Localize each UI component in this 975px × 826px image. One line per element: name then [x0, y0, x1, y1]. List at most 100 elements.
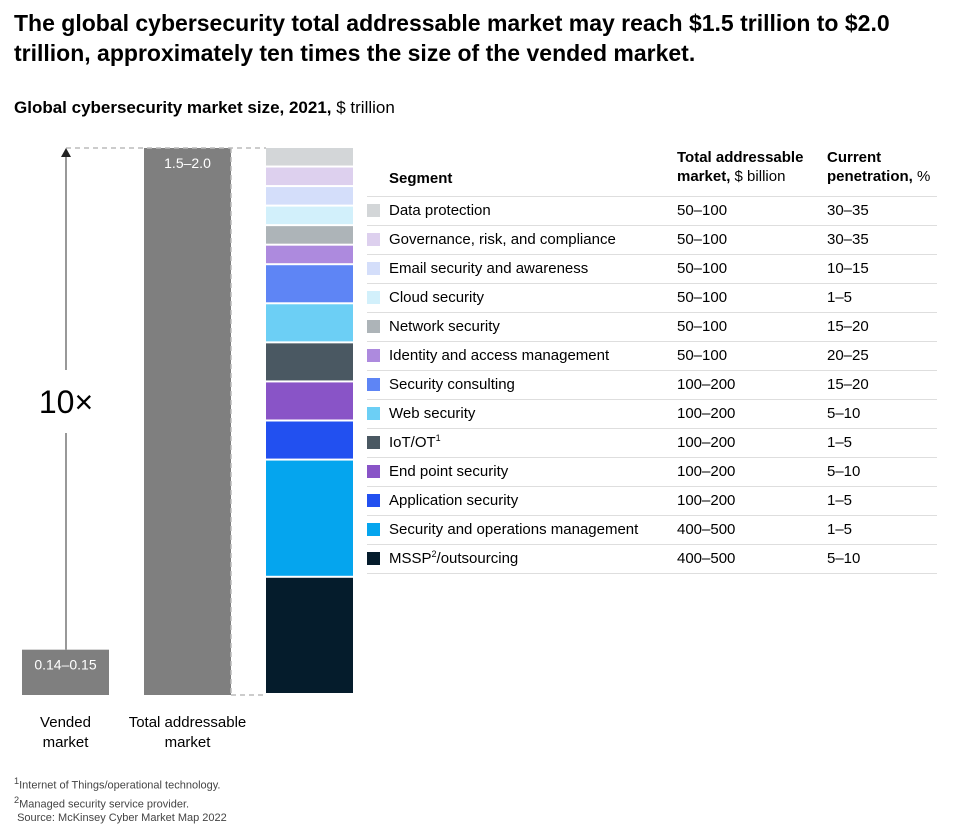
stack-segment-2 — [266, 167, 353, 186]
footnote-1: 1Internet of Things/operational technolo… — [14, 776, 221, 792]
category-label-tam-line1: Total addressable — [129, 714, 247, 731]
table-row: Data protection 50–100 30–35 — [367, 196, 937, 225]
stack-segment-6 — [266, 245, 353, 264]
stack-segment-1 — [266, 148, 353, 166]
penetration-value: 30–35 — [827, 231, 869, 248]
segment-name: Security and operations management — [389, 521, 639, 538]
table-row: Application security 100–200 1–5 — [367, 486, 937, 515]
stack-segment-3 — [266, 187, 353, 205]
stack-segment-11 — [266, 421, 353, 459]
tam-value: 400–500 — [677, 521, 736, 538]
category-label-vended-line1: Vended — [40, 714, 91, 731]
penetration-value: 1–5 — [827, 492, 853, 509]
table-row: Governance, risk, and compliance 50–100 30… — [367, 225, 937, 254]
header-pen-line2: penetration, — [827, 168, 913, 185]
multiplier-label: 10× — [39, 384, 93, 420]
legend-swatch — [367, 349, 380, 362]
bar-vended-market — [22, 649, 109, 695]
legend-swatch — [367, 204, 380, 217]
table-row: Web security 100–200 5–10 — [367, 399, 937, 428]
tam-value: 50–100 — [677, 202, 728, 219]
stack-segment-12 — [266, 460, 353, 576]
segment-name: Identity and access management — [389, 347, 610, 364]
bar-total-addressable-market — [144, 148, 231, 695]
segment-name: Cloud security — [389, 289, 485, 306]
penetration-value: 5–10 — [827, 550, 861, 567]
legend-swatch — [367, 291, 380, 304]
value-label-tam: 1.5–2.0 — [164, 155, 211, 171]
stack-segment-7 — [266, 265, 353, 303]
tam-value: 100–200 — [677, 434, 736, 451]
header-tam-unit: $ billion — [734, 168, 786, 185]
legend-swatch — [367, 494, 380, 507]
legend-swatch — [367, 233, 380, 246]
arrow-head — [61, 148, 71, 157]
tam-value: 50–100 — [677, 289, 728, 306]
table-row: Security consulting 100–200 15–20 — [367, 370, 937, 399]
tam-value: 100–200 — [677, 492, 736, 509]
tam-value: 100–200 — [677, 376, 736, 393]
table-row: Security and operations management 400–50… — [367, 515, 937, 544]
segment-name: Data protection — [389, 202, 491, 219]
subtitle-unit: $ trillion — [336, 98, 395, 117]
table-header: Segment Total addressable market, $ bill… — [367, 148, 937, 196]
dashed-outline — [66, 147, 266, 696]
chart-subtitle: Global cybersecurity market size, 2021, … — [14, 98, 395, 118]
penetration-value: 5–10 — [827, 463, 861, 480]
table-row: End point security 100–200 5–10 — [367, 457, 937, 486]
legend-swatch — [367, 262, 380, 275]
segment-name: MSSP2/outsourcing — [389, 549, 519, 568]
legend-swatch — [367, 378, 380, 391]
segment-name: Email security and awareness — [389, 260, 589, 277]
tam-value: 400–500 — [677, 550, 736, 567]
footnotes: 1Internet of Things/operational technolo… — [14, 774, 227, 825]
segment-name: IoT/OT1 — [389, 433, 441, 452]
header-pen-unit: % — [917, 168, 931, 185]
stack-segment-13 — [266, 577, 353, 693]
header-tam-line2: market, — [677, 168, 731, 185]
table-row: MSSP2/outsourcing 400–500 5–10 — [367, 544, 937, 574]
category-label-vended-line2: market — [43, 734, 90, 751]
legend-swatch — [367, 436, 380, 449]
value-label-vended: 0.14–0.15 — [34, 657, 96, 673]
stack-segment-9 — [266, 343, 353, 381]
header-penetration: Current penetration, % — [827, 148, 930, 186]
penetration-value: 30–35 — [827, 202, 869, 219]
header-segment: Segment — [389, 170, 453, 187]
table-row: Identity and access management 50–100 20–2… — [367, 341, 937, 370]
segment-name: Security consulting — [389, 376, 515, 393]
segment-name: Network security — [389, 318, 500, 335]
penetration-value: 15–20 — [827, 318, 869, 335]
tam-value: 50–100 — [677, 231, 728, 248]
tam-value: 100–200 — [677, 405, 736, 422]
penetration-value: 1–5 — [827, 434, 853, 451]
header-pen-line1: Current — [827, 149, 882, 166]
penetration-value: 1–5 — [827, 289, 853, 306]
legend-swatch — [367, 552, 380, 565]
header-tam: Total addressable market, $ billion — [677, 148, 803, 186]
stack-segment-5 — [266, 226, 353, 244]
segment-name: Web security — [389, 405, 476, 422]
market-size-chart: 10× 0.14–0.15 1.5–2.0 Vended market Total add… — [22, 147, 353, 751]
subtitle-main: Global cybersecurity market size, 2021, — [14, 98, 332, 117]
footnote-source: Source: McKinsey Cyber Market Map 2022 — [17, 812, 227, 825]
table-row: Network security 50–100 15–20 — [367, 312, 937, 341]
footnote-2: 2Managed security service provider. — [14, 794, 190, 811]
table-row: Cloud security 50–100 1–5 — [367, 283, 937, 312]
header-tam-line1: Total addressable — [677, 149, 804, 166]
penetration-value: 1–5 — [827, 521, 853, 538]
tam-value: 50–100 — [677, 347, 728, 364]
legend-swatch — [367, 465, 380, 478]
legend-swatch — [367, 320, 380, 333]
penetration-value: 5–10 — [827, 405, 861, 422]
tam-value: 50–100 — [677, 318, 728, 335]
stack-segment-10 — [266, 382, 353, 420]
headline: The global cybersecurity total addressab… — [14, 10, 890, 66]
stack-segment-4 — [266, 206, 353, 225]
category-label-tam-line2: market — [165, 734, 212, 751]
stack-segment-8 — [266, 304, 353, 342]
tam-value: 50–100 — [677, 260, 728, 277]
penetration-value: 15–20 — [827, 376, 869, 393]
segment-table: Data protection 50–100 30–35 Governance, ri… — [367, 196, 937, 574]
table-row: Email security and awareness 50–100 10–15 — [367, 254, 937, 283]
